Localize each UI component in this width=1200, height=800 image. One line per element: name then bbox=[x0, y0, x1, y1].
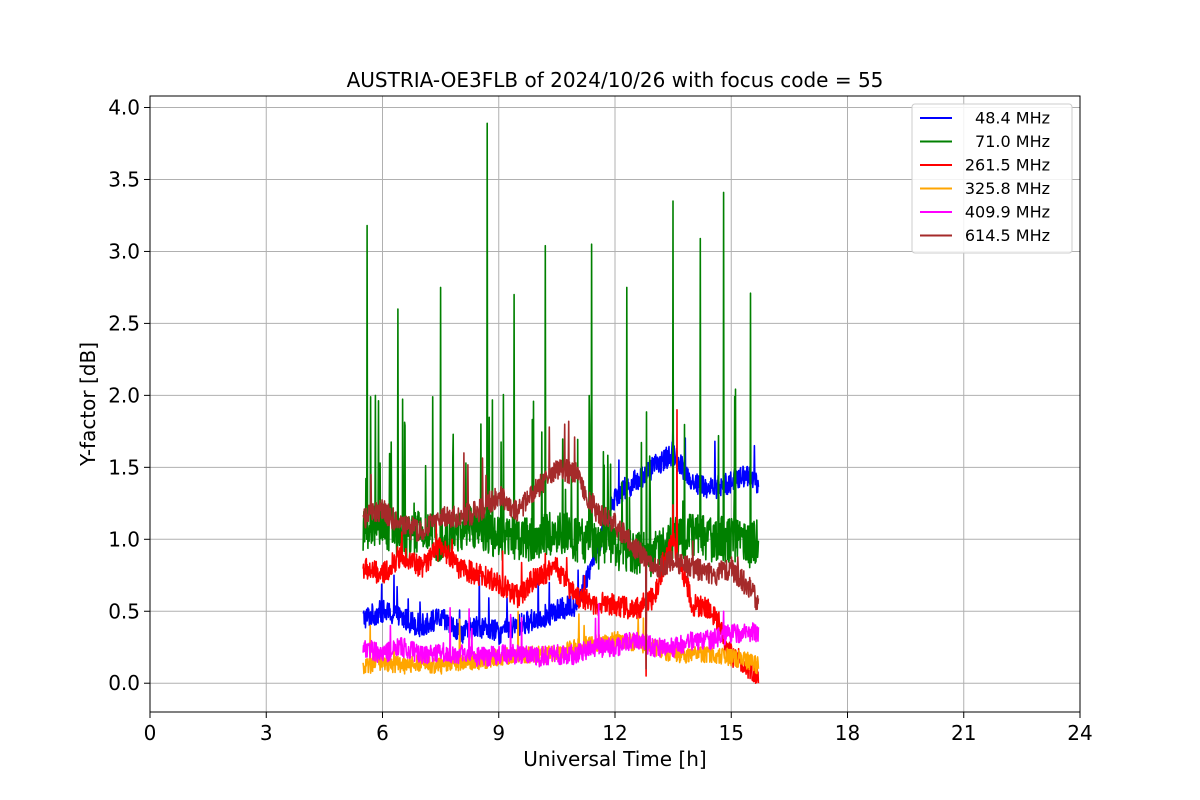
y-tick-label: 0.0 bbox=[108, 671, 140, 695]
x-tick-label: 24 bbox=[1067, 721, 1092, 745]
series-line bbox=[362, 416, 760, 645]
axis-ticks: 0 3 6 9 12 15 18 21 24 0.0 0.5 1.0 1.5 2.0 2.5 3.0 3.5 4.… bbox=[108, 96, 1093, 745]
x-tick-label: 0 bbox=[144, 721, 157, 745]
x-tick-label: 9 bbox=[492, 721, 505, 745]
x-tick-label: 12 bbox=[602, 721, 627, 745]
x-tick-label: 21 bbox=[951, 721, 976, 745]
y-tick-label: 0.5 bbox=[108, 599, 140, 623]
y-tick-label: 2.5 bbox=[108, 311, 140, 335]
legend-entry: 48.4 MHz bbox=[975, 109, 1050, 128]
y-tick-label: 1.0 bbox=[108, 527, 140, 551]
legend-entry: 261.5 MHz bbox=[965, 156, 1050, 175]
x-tick-label: 3 bbox=[260, 721, 273, 745]
y-tick-label: 1.5 bbox=[108, 455, 140, 479]
y-tick-label: 3.5 bbox=[108, 167, 140, 191]
series-line bbox=[362, 603, 760, 668]
legend-entry: 325.8 MHz bbox=[965, 179, 1050, 198]
legend-entry: 71.0 MHz bbox=[975, 132, 1050, 151]
x-tick-label: 18 bbox=[835, 721, 860, 745]
x-tick-label: 6 bbox=[376, 721, 389, 745]
x-axis-label: Universal Time [h] bbox=[523, 747, 706, 771]
y-tick-label: 2.0 bbox=[108, 383, 140, 407]
y-tick-label: 4.0 bbox=[108, 96, 140, 120]
series-lines bbox=[362, 122, 760, 684]
legend-entry: 409.9 MHz bbox=[965, 203, 1050, 222]
chart-title: AUSTRIA-OE3FLB of 2024/10/26 with focus … bbox=[347, 68, 884, 92]
series-line bbox=[362, 409, 760, 684]
series-line bbox=[362, 420, 760, 670]
y-axis-label: Y-factor [dB] bbox=[76, 342, 100, 467]
x-tick-label: 15 bbox=[719, 721, 744, 745]
legend: 48.4 MHz 71.0 MHz 261.5 MHz 325.8 MHz 409.9 … bbox=[911, 103, 1073, 254]
legend-entry: 614.5 MHz bbox=[965, 226, 1050, 245]
y-tick-label: 3.0 bbox=[108, 239, 140, 263]
